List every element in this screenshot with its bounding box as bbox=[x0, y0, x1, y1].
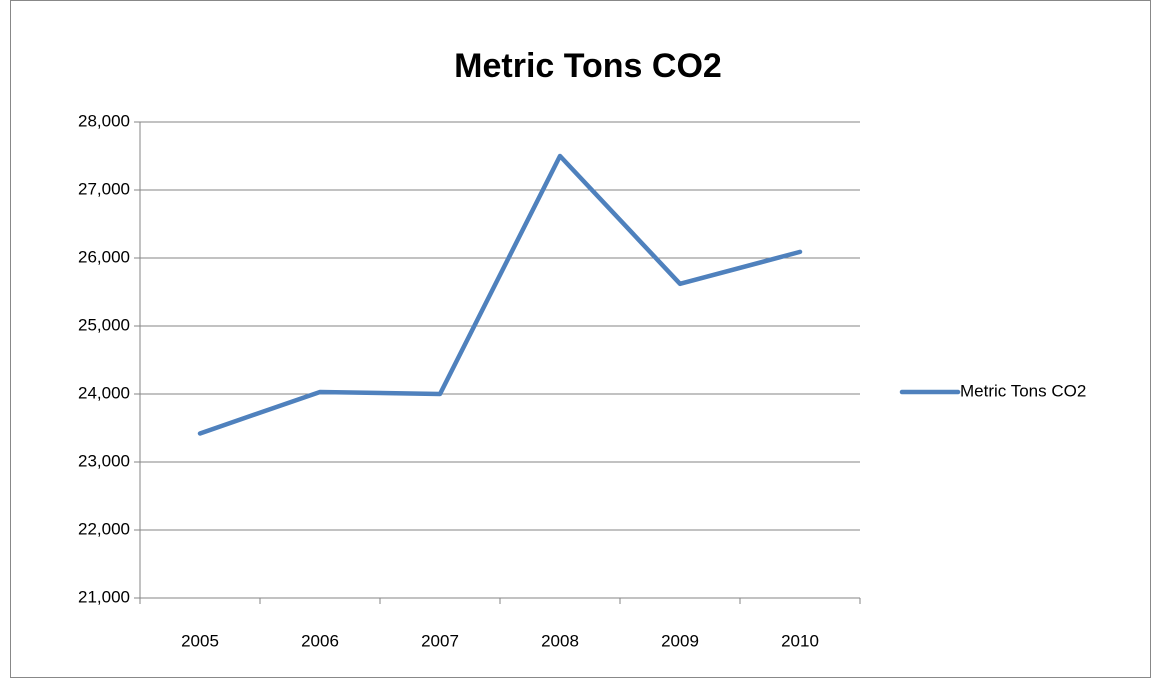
x-tick-label: 2007 bbox=[421, 631, 459, 650]
y-tick-label: 28,000 bbox=[78, 111, 130, 130]
x-tick-label: 2006 bbox=[301, 631, 339, 650]
y-tick-label: 26,000 bbox=[78, 247, 130, 266]
x-tick-label: 2010 bbox=[781, 631, 819, 650]
x-tick-label: 2009 bbox=[661, 631, 699, 650]
chart-border bbox=[10, 0, 1151, 678]
line-series bbox=[197, 153, 803, 436]
chart-title: Metric Tons CO2 bbox=[454, 47, 722, 85]
y-tick-label: 23,000 bbox=[78, 451, 130, 470]
x-tick-label: 2005 bbox=[181, 631, 219, 650]
y-tick-label: 24,000 bbox=[78, 383, 130, 402]
x-tick-label: 2008 bbox=[541, 631, 579, 650]
y-tick-label: 27,000 bbox=[78, 179, 130, 198]
y-tick-label: 22,000 bbox=[78, 519, 130, 538]
y-tick-label: 25,000 bbox=[78, 315, 130, 334]
y-tick-label: 21,000 bbox=[78, 587, 130, 606]
legend-label: Metric Tons CO2 bbox=[960, 381, 1086, 400]
